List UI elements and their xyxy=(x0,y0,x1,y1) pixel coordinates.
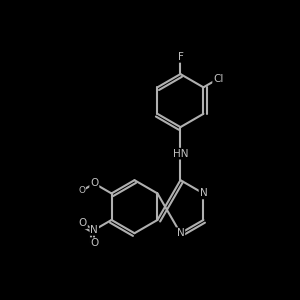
Text: N: N xyxy=(177,228,184,238)
Text: F: F xyxy=(178,52,183,62)
Text: HN: HN xyxy=(173,148,188,159)
Text: O: O xyxy=(90,178,98,188)
Text: O: O xyxy=(78,186,85,195)
Text: O: O xyxy=(90,238,98,248)
Text: N: N xyxy=(90,225,98,235)
Text: N: N xyxy=(200,188,207,198)
Text: Cl: Cl xyxy=(213,74,224,84)
Text: O: O xyxy=(79,218,87,228)
